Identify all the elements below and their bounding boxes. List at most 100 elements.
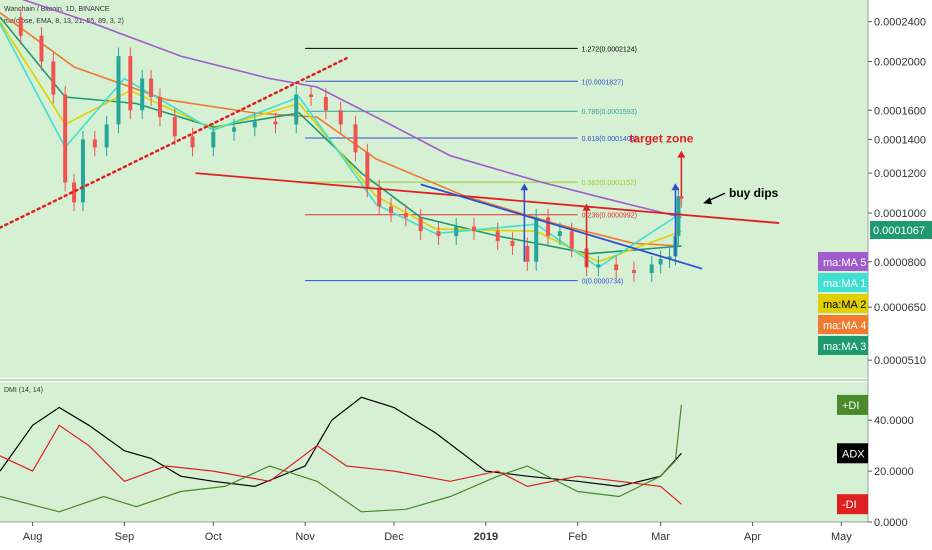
price-tick-label: 0.0002400	[874, 17, 926, 29]
dmi-axis-ticks: 40.0000 20.0000 0.0000	[868, 415, 914, 529]
arrow-head	[520, 183, 529, 191]
candle-body	[614, 264, 619, 271]
price-indicator-label: ma(close, EMA, 8, 13, 21, 55, 89, 3, 2)	[4, 18, 124, 25]
candle-body	[557, 231, 562, 237]
candle-body	[18, 17, 23, 36]
time-tick-label: Oct	[205, 531, 222, 543]
candle-body	[403, 212, 408, 218]
candle-body	[454, 226, 459, 237]
price-pane-title: Wanchain / Bitcoin, 1D, BINANCE	[4, 6, 110, 13]
candle-body	[323, 97, 328, 111]
legend-swatch	[818, 273, 868, 292]
candle-body	[649, 264, 654, 273]
price-tick-label: 0.0000650	[874, 302, 926, 314]
legend-label: ma:MA 3	[823, 341, 866, 353]
dmi-tick-label: 0.0000	[874, 517, 908, 529]
candle-body	[510, 240, 515, 246]
dmi-legend-label: -DI	[842, 499, 857, 511]
last-price-badge	[870, 221, 932, 239]
legend-label: ma:MA 1	[823, 278, 866, 290]
trendline	[0, 56, 348, 229]
candle-body	[377, 188, 382, 207]
time-tick-label: Dec	[384, 531, 404, 543]
candle-body	[211, 131, 216, 148]
time-tick-label: Aug	[23, 531, 43, 543]
dmi-pane-title: DMI (14, 14)	[4, 387, 43, 394]
last-price-label: 0.0001067	[873, 225, 925, 237]
candle-body	[436, 231, 441, 237]
candle-body	[128, 56, 133, 111]
price-tick-label: 0.0002000	[874, 57, 926, 69]
legend-label: ma:MA 2	[823, 299, 866, 311]
candle-body	[338, 110, 343, 125]
candle-body	[273, 121, 278, 125]
fib-level-label: 0.618(0.0001409)	[582, 136, 637, 143]
fib-level-label: 0.786(0.0001593)	[582, 109, 637, 116]
time-tick-label: Feb	[568, 531, 587, 543]
price-tick-label: 0.0000800	[874, 257, 926, 269]
candle-body	[51, 61, 56, 95]
dmi-line	[0, 424, 682, 505]
legend-label: ma:MA 5	[823, 257, 866, 269]
candle-body	[631, 270, 636, 273]
time-tick-label: Nov	[295, 531, 315, 543]
time-tick-label: Apr	[744, 531, 761, 543]
legend-swatch	[818, 336, 868, 355]
ma-line	[0, 16, 682, 255]
candle-body	[471, 226, 476, 232]
candle-body	[252, 121, 257, 128]
trendline	[195, 172, 780, 224]
time-tick-label: Mar	[651, 531, 670, 543]
price-tick-label: 0.0001600	[874, 105, 926, 117]
candle-body	[309, 94, 314, 98]
candle-body	[596, 264, 601, 268]
candle-body	[667, 256, 672, 260]
candle-body	[569, 231, 574, 249]
candle-body	[679, 196, 684, 199]
candle-body	[389, 206, 394, 213]
trendline	[420, 183, 703, 270]
ma-line	[21, 0, 682, 219]
candle-body	[172, 117, 177, 137]
candle-body	[546, 217, 551, 237]
dmi-tick-label: 40.0000	[874, 415, 914, 427]
candle-body	[92, 139, 97, 148]
candle-body	[149, 78, 154, 98]
time-tick-label: 2019	[474, 531, 498, 543]
trendlines	[0, 56, 780, 270]
candle-body	[157, 97, 162, 118]
dmi-legend-badge	[837, 394, 868, 415]
candle-body	[104, 124, 109, 148]
dmi-legend-badge	[837, 443, 868, 464]
candle-body	[353, 124, 358, 153]
candle-body	[232, 127, 237, 132]
candle-body	[534, 217, 539, 262]
fib-level-label: 0.236(0.0000992)	[582, 213, 637, 220]
dmi-legend-label: +DI	[842, 400, 859, 412]
dmi-series	[0, 396, 682, 513]
legend-swatch	[818, 252, 868, 271]
candle-body	[365, 152, 370, 189]
fib-level-label: 1.272(0.0002124)	[582, 46, 637, 53]
dmi-line	[0, 396, 682, 488]
time-axis-ticks: Aug Sep Oct Nov Dec 2019 Feb Mar Apr May	[23, 522, 852, 543]
annotation-buy-dips: buy dips	[729, 186, 779, 200]
legend-swatch	[818, 294, 868, 313]
fib-level-label: 1(0.0001827)	[582, 79, 624, 86]
legend-label: ma:MA 4	[823, 320, 866, 332]
price-tick-label: 0.0001000	[874, 208, 926, 220]
price-tick-label: 0.0000510	[874, 355, 926, 367]
dmi-legend-label: ADX	[842, 448, 865, 460]
candle-body	[676, 196, 681, 237]
price-tick-label: 0.0001200	[874, 168, 926, 180]
ma-line	[0, 23, 682, 269]
time-tick-label: Sep	[115, 531, 135, 543]
price-series	[18, 8, 684, 282]
dmi-legend: +DI ADX -DI	[837, 394, 868, 515]
candle-body	[140, 78, 145, 111]
ma-legend: ma:MA 5 ma:MA 1 ma:MA 2 ma:MA 4 ma:MA 3	[818, 252, 868, 355]
legend-swatch	[818, 315, 868, 334]
candle-body	[72, 182, 77, 203]
